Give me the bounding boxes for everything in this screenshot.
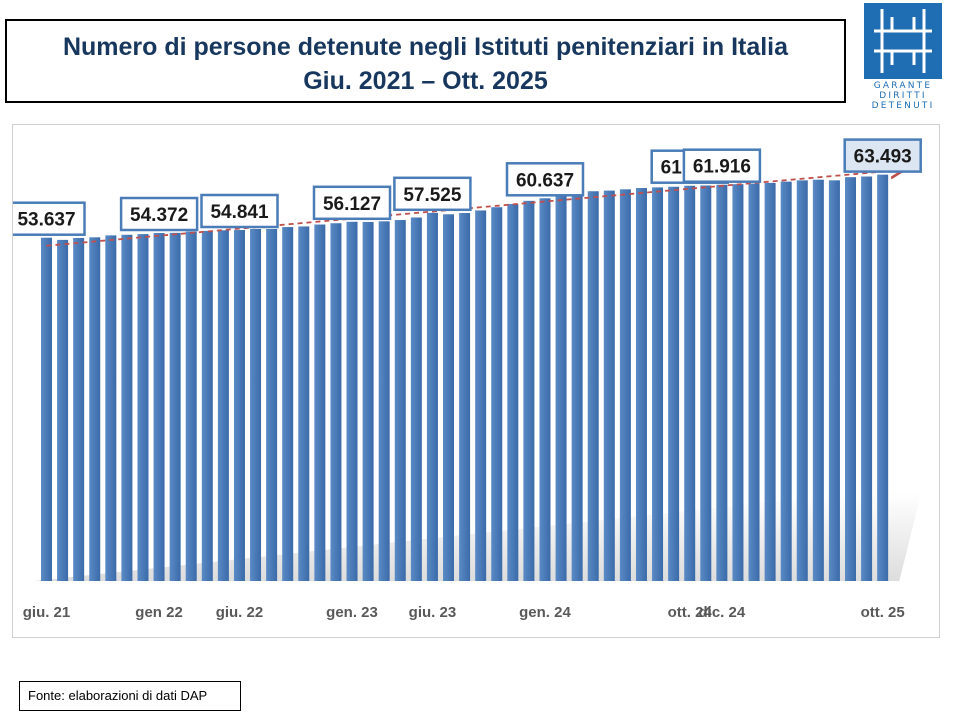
bar xyxy=(426,212,438,581)
data-label-text: 61.916 xyxy=(693,157,751,178)
bar xyxy=(796,180,808,582)
bar xyxy=(41,237,52,581)
data-label: 57.525 xyxy=(393,176,472,212)
bar xyxy=(668,186,680,581)
data-label: 63.493 xyxy=(843,138,922,173)
bar xyxy=(443,214,454,581)
bar xyxy=(250,229,262,581)
chart-subtitle: Giu. 2021 – Ott. 2025 xyxy=(303,67,548,95)
bar xyxy=(121,234,133,581)
data-label: 61.916 xyxy=(682,148,762,183)
bar xyxy=(635,188,647,581)
x-tick-label: dic. 24 xyxy=(699,604,746,621)
bar xyxy=(812,179,824,581)
bar xyxy=(475,210,487,581)
bar xyxy=(523,200,535,581)
bar xyxy=(378,221,390,581)
bar xyxy=(877,174,889,581)
data-label-box xyxy=(13,201,86,236)
data-label-text: 57.525 xyxy=(403,185,462,206)
bar xyxy=(137,234,149,581)
data-label: 54.841 xyxy=(200,193,279,229)
chart-title-box: Numero di persone detenute negli Istitut… xyxy=(5,19,846,103)
bar xyxy=(845,177,856,581)
bar xyxy=(716,184,728,582)
bar xyxy=(105,235,117,581)
x-tick-label: ott. 25 xyxy=(861,604,905,621)
bar xyxy=(587,191,599,581)
data-label-text: 54.372 xyxy=(130,205,188,226)
data-label-box xyxy=(505,162,585,197)
bar xyxy=(555,192,567,582)
bar xyxy=(298,226,310,581)
bar xyxy=(684,185,696,581)
chart-area: giu. 21 gen 22 giu. 22 gen. 23 giu. 23 gen. 2… xyxy=(12,124,940,638)
bar xyxy=(330,223,342,581)
bar xyxy=(700,185,712,582)
data-label-text: 63.493 xyxy=(854,147,912,168)
bar xyxy=(362,221,374,581)
data-label-text: 56.127 xyxy=(323,194,381,215)
data-label-text: 53.637 xyxy=(17,210,75,231)
x-tick-label: gen. 24 xyxy=(519,604,571,621)
data-label-box xyxy=(843,138,922,173)
bar xyxy=(619,189,631,581)
bar xyxy=(764,182,776,582)
bar xyxy=(266,229,278,581)
data-label: 53.637 xyxy=(13,201,86,236)
data-label-box xyxy=(200,193,279,229)
bar xyxy=(169,232,181,581)
bar xyxy=(539,198,551,581)
data-label-text: 60.637 xyxy=(516,170,574,191)
logo-text-line1: GARANTE xyxy=(873,81,933,91)
bar xyxy=(394,220,406,581)
data-label: 54.372 xyxy=(119,196,199,232)
bar xyxy=(652,187,664,581)
data-label-box xyxy=(119,196,199,232)
x-tick-label: gen 22 xyxy=(135,604,183,621)
bar xyxy=(507,204,519,581)
bar xyxy=(571,193,583,581)
data-label-text: 54.841 xyxy=(210,202,269,223)
bar xyxy=(57,239,69,581)
x-tick-label: giu. 22 xyxy=(216,604,264,621)
bars xyxy=(41,174,889,582)
data-label: 56.127 xyxy=(312,185,392,221)
data-label-box xyxy=(393,176,472,212)
data-label: 60.637 xyxy=(505,162,585,197)
bar xyxy=(780,181,792,581)
bar xyxy=(828,180,840,582)
x-tick-label: giu. 23 xyxy=(409,604,457,621)
logo-text-line3: DETENUTI xyxy=(871,101,935,111)
logo-text-line2: DIRITTI xyxy=(879,91,927,101)
x-tick-label: gen. 23 xyxy=(326,604,378,621)
building-columns-logo-icon xyxy=(864,3,942,79)
bar xyxy=(89,237,101,581)
bar xyxy=(153,233,165,581)
bar xyxy=(748,183,760,581)
bar xyxy=(603,190,615,581)
bar xyxy=(732,184,744,581)
bar xyxy=(185,231,197,581)
garante-logo: GARANTE DIRITTI DETENUTI xyxy=(862,3,944,111)
bar xyxy=(217,230,229,581)
data-label-box xyxy=(312,185,392,221)
bar xyxy=(282,227,294,581)
x-tick-label: ott. 24 xyxy=(668,604,713,621)
bar xyxy=(233,230,245,581)
bar xyxy=(491,207,503,581)
bar xyxy=(73,237,85,581)
source-note: Fonte: elaborazioni di dati DAP xyxy=(19,681,241,711)
bar xyxy=(201,230,213,582)
bar xyxy=(459,213,471,581)
x-tick-label: giu. 21 xyxy=(23,604,71,621)
bar xyxy=(346,221,358,581)
chart-title: Numero di persone detenute negli Istitut… xyxy=(62,33,789,61)
bar xyxy=(314,224,326,581)
bar-chart: giu. 21 gen 22 giu. 22 gen. 23 giu. 23 gen. 2… xyxy=(13,138,922,621)
logo-text: GARANTE DIRITTI DETENUTI xyxy=(862,81,944,111)
data-label-box xyxy=(682,148,762,183)
bar xyxy=(410,217,422,581)
bar xyxy=(861,176,873,581)
